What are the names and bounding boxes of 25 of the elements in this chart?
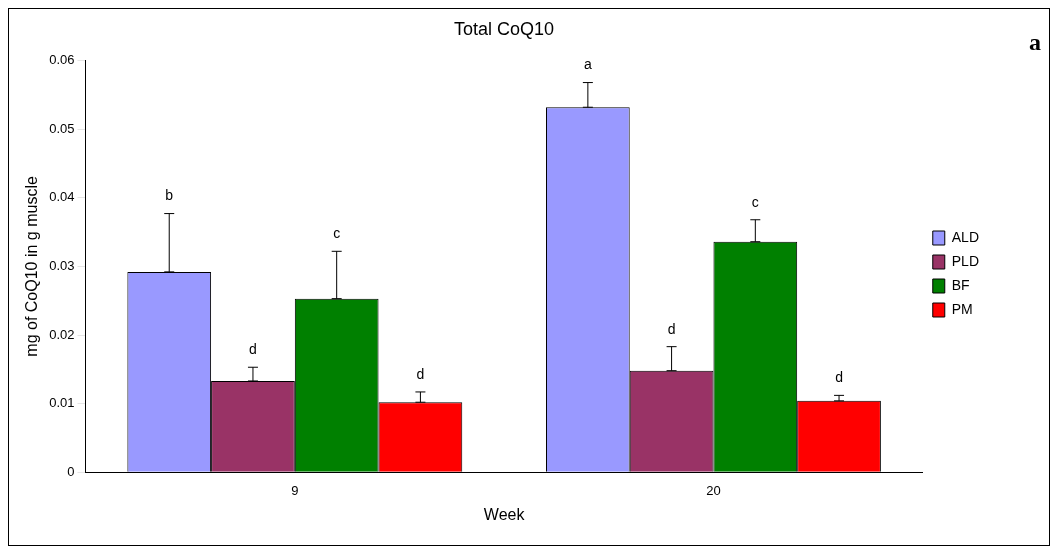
chart-title: Total CoQ10: [453, 18, 555, 39]
annotation: d: [835, 369, 843, 386]
annotation: c: [333, 225, 341, 242]
annotation: c: [751, 193, 759, 210]
y-axis-title: mg of CoQ10 in g muscle: [23, 176, 41, 357]
y-tick-label: 0.05: [49, 120, 75, 136]
annotation: a: [583, 56, 592, 73]
y-tick-label: 0.01: [49, 395, 75, 411]
y-tick-label: 0.04: [49, 189, 75, 205]
y-tick-label: 0: [67, 463, 75, 479]
y-tick-label: 0.03: [49, 257, 75, 273]
annotation: d: [249, 341, 257, 358]
y-tick-label: 0.06: [49, 52, 75, 68]
legend-label: PLD: [951, 252, 979, 269]
text: a: [1029, 29, 1041, 56]
annotation: d: [416, 365, 425, 382]
x-tick-label: 20: [706, 482, 721, 498]
annotation: b: [165, 187, 174, 204]
y-tick-label: 0.02: [49, 326, 75, 342]
legend-label: BF: [951, 276, 970, 293]
x-tick-label: 9: [291, 482, 299, 498]
legend-label: PM: [951, 300, 973, 317]
annotation: d: [667, 320, 676, 337]
x-axis-title: Week: [483, 505, 526, 523]
legend-label: ALD: [951, 228, 979, 245]
